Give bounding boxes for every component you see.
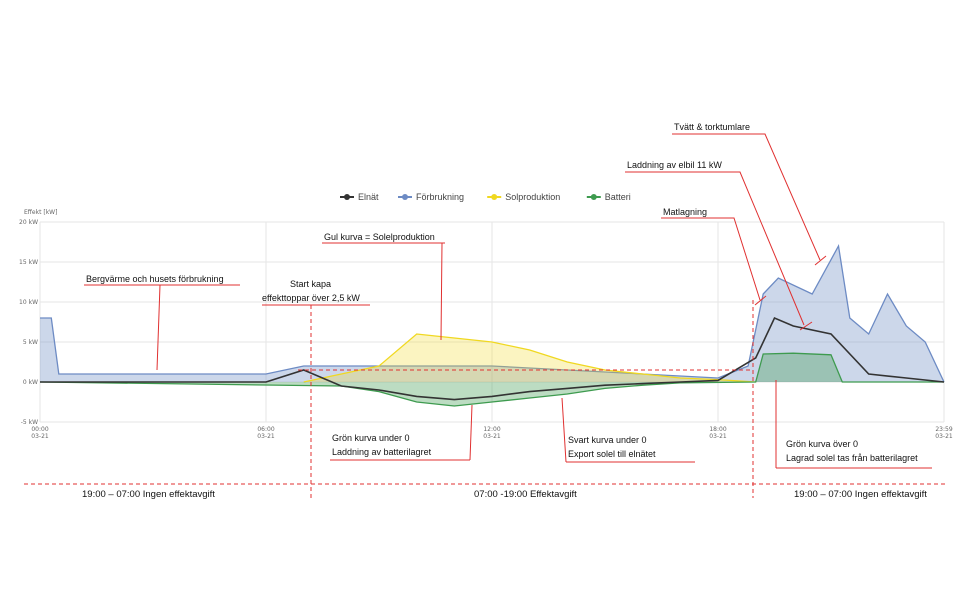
- x-tick-time: 00:00: [31, 426, 48, 433]
- annotation-elbil: Laddning av elbil 11 kW: [627, 160, 722, 170]
- annotation-bergvarme: Bergvärme och husets förbrukning: [86, 274, 224, 284]
- annotation-lines: [24, 133, 946, 498]
- y-tick-label: 10 kW: [19, 299, 38, 306]
- y-tick-label: 20 kW: [19, 219, 38, 226]
- y-tick-label: 5 kW: [23, 339, 38, 346]
- annotation-start-kapa: Start kapa: [290, 279, 331, 289]
- series-line-1: [40, 244, 945, 383]
- y-tick-label: -5 kW: [21, 419, 38, 426]
- legend-label: Förbrukning: [416, 192, 464, 202]
- legend-label: Solproduktion: [505, 192, 560, 202]
- y-axis-label: Effekt [kW]: [24, 209, 57, 216]
- x-tick-date: 03-21: [31, 433, 49, 440]
- legend-marker: [344, 194, 350, 200]
- x-tick-date: 03-21: [709, 433, 727, 440]
- x-tick-date: 03-21: [483, 433, 501, 440]
- legend-marker: [402, 194, 408, 200]
- legend-label: Elnät: [358, 192, 379, 202]
- annotation-tvatt: Tvätt & torktumlare: [674, 122, 750, 132]
- x-tick-time: 06:00: [257, 426, 274, 433]
- annotation-laddning-batteri: Laddning av batterilagret: [332, 447, 432, 457]
- series-area-2: [303, 334, 756, 382]
- x-tick-time: 12:00: [483, 426, 500, 433]
- footer-middle: 07:00 -19:00 Effektavgift: [474, 489, 577, 500]
- legend-marker: [491, 194, 498, 200]
- footer-right: 19:00 – 07:00 Ingen effektavgift: [794, 489, 927, 500]
- annotation-effekttoppar: effekttoppar över 2,5 kW: [262, 293, 360, 303]
- y-tick-label: 15 kW: [19, 259, 38, 266]
- annotation-matlagning: Matlagning: [663, 207, 707, 217]
- legend-label: Batteri: [605, 192, 631, 202]
- series-line-3: [39, 352, 944, 407]
- annotation-gron-over: Grön kurva över 0: [786, 439, 858, 449]
- series-line-0: [40, 316, 945, 401]
- annotation-gul-kurva: Gul kurva = Solelproduktion: [324, 232, 435, 242]
- x-tick-date: 03-21: [257, 433, 275, 440]
- x-ticks: 00:0003-2106:0003-2112:0003-2118:0003-21…: [31, 426, 953, 440]
- x-tick-time: 23:59: [935, 426, 952, 433]
- series-area-1: [40, 246, 944, 382]
- series-layer: [39, 244, 945, 407]
- legend: Elnät Förbrukning Solproduktion Batteri: [340, 192, 631, 202]
- y-tick-label: 0 kW: [23, 379, 38, 386]
- footer-left: 19:00 – 07:00 Ingen effektavgift: [82, 489, 215, 500]
- annotation-export: Export solel till elnätet: [568, 449, 656, 459]
- x-tick-time: 18:00: [709, 426, 726, 433]
- annotation-gron-under: Grön kurva under 0: [332, 433, 410, 443]
- y-ticks: 20 kW 15 kW 10 kW 5 kW 0 kW -5 kW: [19, 219, 38, 426]
- series-area-3: [40, 353, 944, 406]
- x-tick-date: 03-21: [935, 433, 953, 440]
- annotation-svart-under: Svart kurva under 0: [568, 435, 647, 445]
- series-line-2: [303, 333, 756, 383]
- annotation-lagrad: Lagrad solel tas från batterilagret: [786, 453, 918, 463]
- legend-marker: [590, 194, 597, 200]
